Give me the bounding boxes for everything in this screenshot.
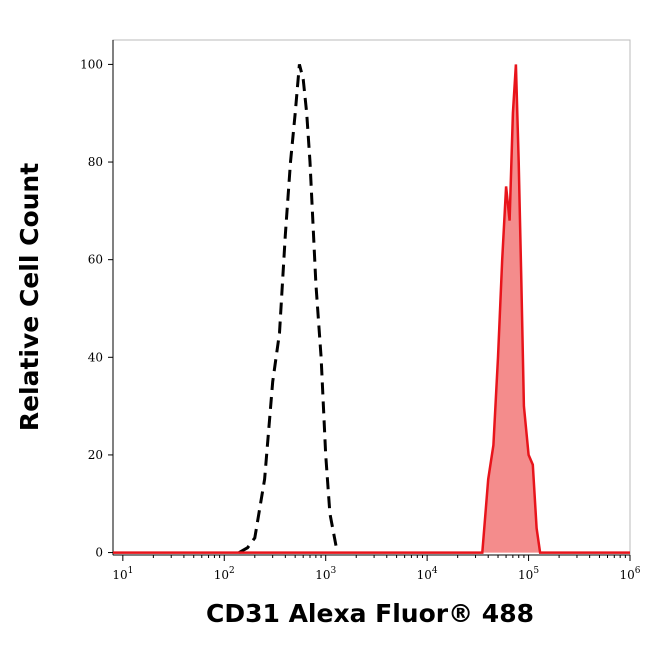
plot-frame	[112, 39, 631, 556]
x-tick-label: 105	[518, 566, 539, 582]
y-tick-label: 0	[95, 546, 103, 560]
x-tick-exponent: 2	[229, 566, 235, 576]
x-tick-base: 10	[315, 568, 330, 582]
histogram-line	[238, 64, 339, 554]
x-tick-exponent: 3	[330, 566, 336, 576]
x-tick-exponent: 1	[128, 566, 134, 576]
y-tick-label: 100	[80, 57, 103, 71]
y-tick-label: 60	[88, 253, 103, 267]
x-tick-base: 10	[112, 568, 127, 582]
x-tick-label: 103	[315, 566, 336, 582]
x-tick-base: 10	[518, 568, 533, 582]
y-tick-label: 20	[88, 448, 103, 462]
x-tick-base: 10	[417, 568, 432, 582]
x-axis-title: CD31 Alexa Fluor® 488	[206, 599, 534, 628]
histogram-line	[113, 64, 630, 554]
histogram-fill	[113, 64, 630, 553]
x-tick-label: 102	[214, 566, 235, 582]
x-tick-exponent: 6	[635, 566, 641, 576]
x-tick-label: 101	[112, 566, 133, 582]
x-tick-label: 104	[417, 566, 438, 582]
x-tick-exponent: 4	[432, 566, 438, 576]
x-tick-label: 106	[619, 566, 640, 582]
y-axis-title: Relative Cell Count	[15, 163, 44, 431]
x-tick-exponent: 5	[533, 566, 539, 576]
y-tick-label: 40	[88, 350, 103, 364]
x-tick-base: 10	[214, 568, 229, 582]
x-tick-base: 10	[619, 568, 634, 582]
y-tick-label: 80	[88, 155, 103, 169]
